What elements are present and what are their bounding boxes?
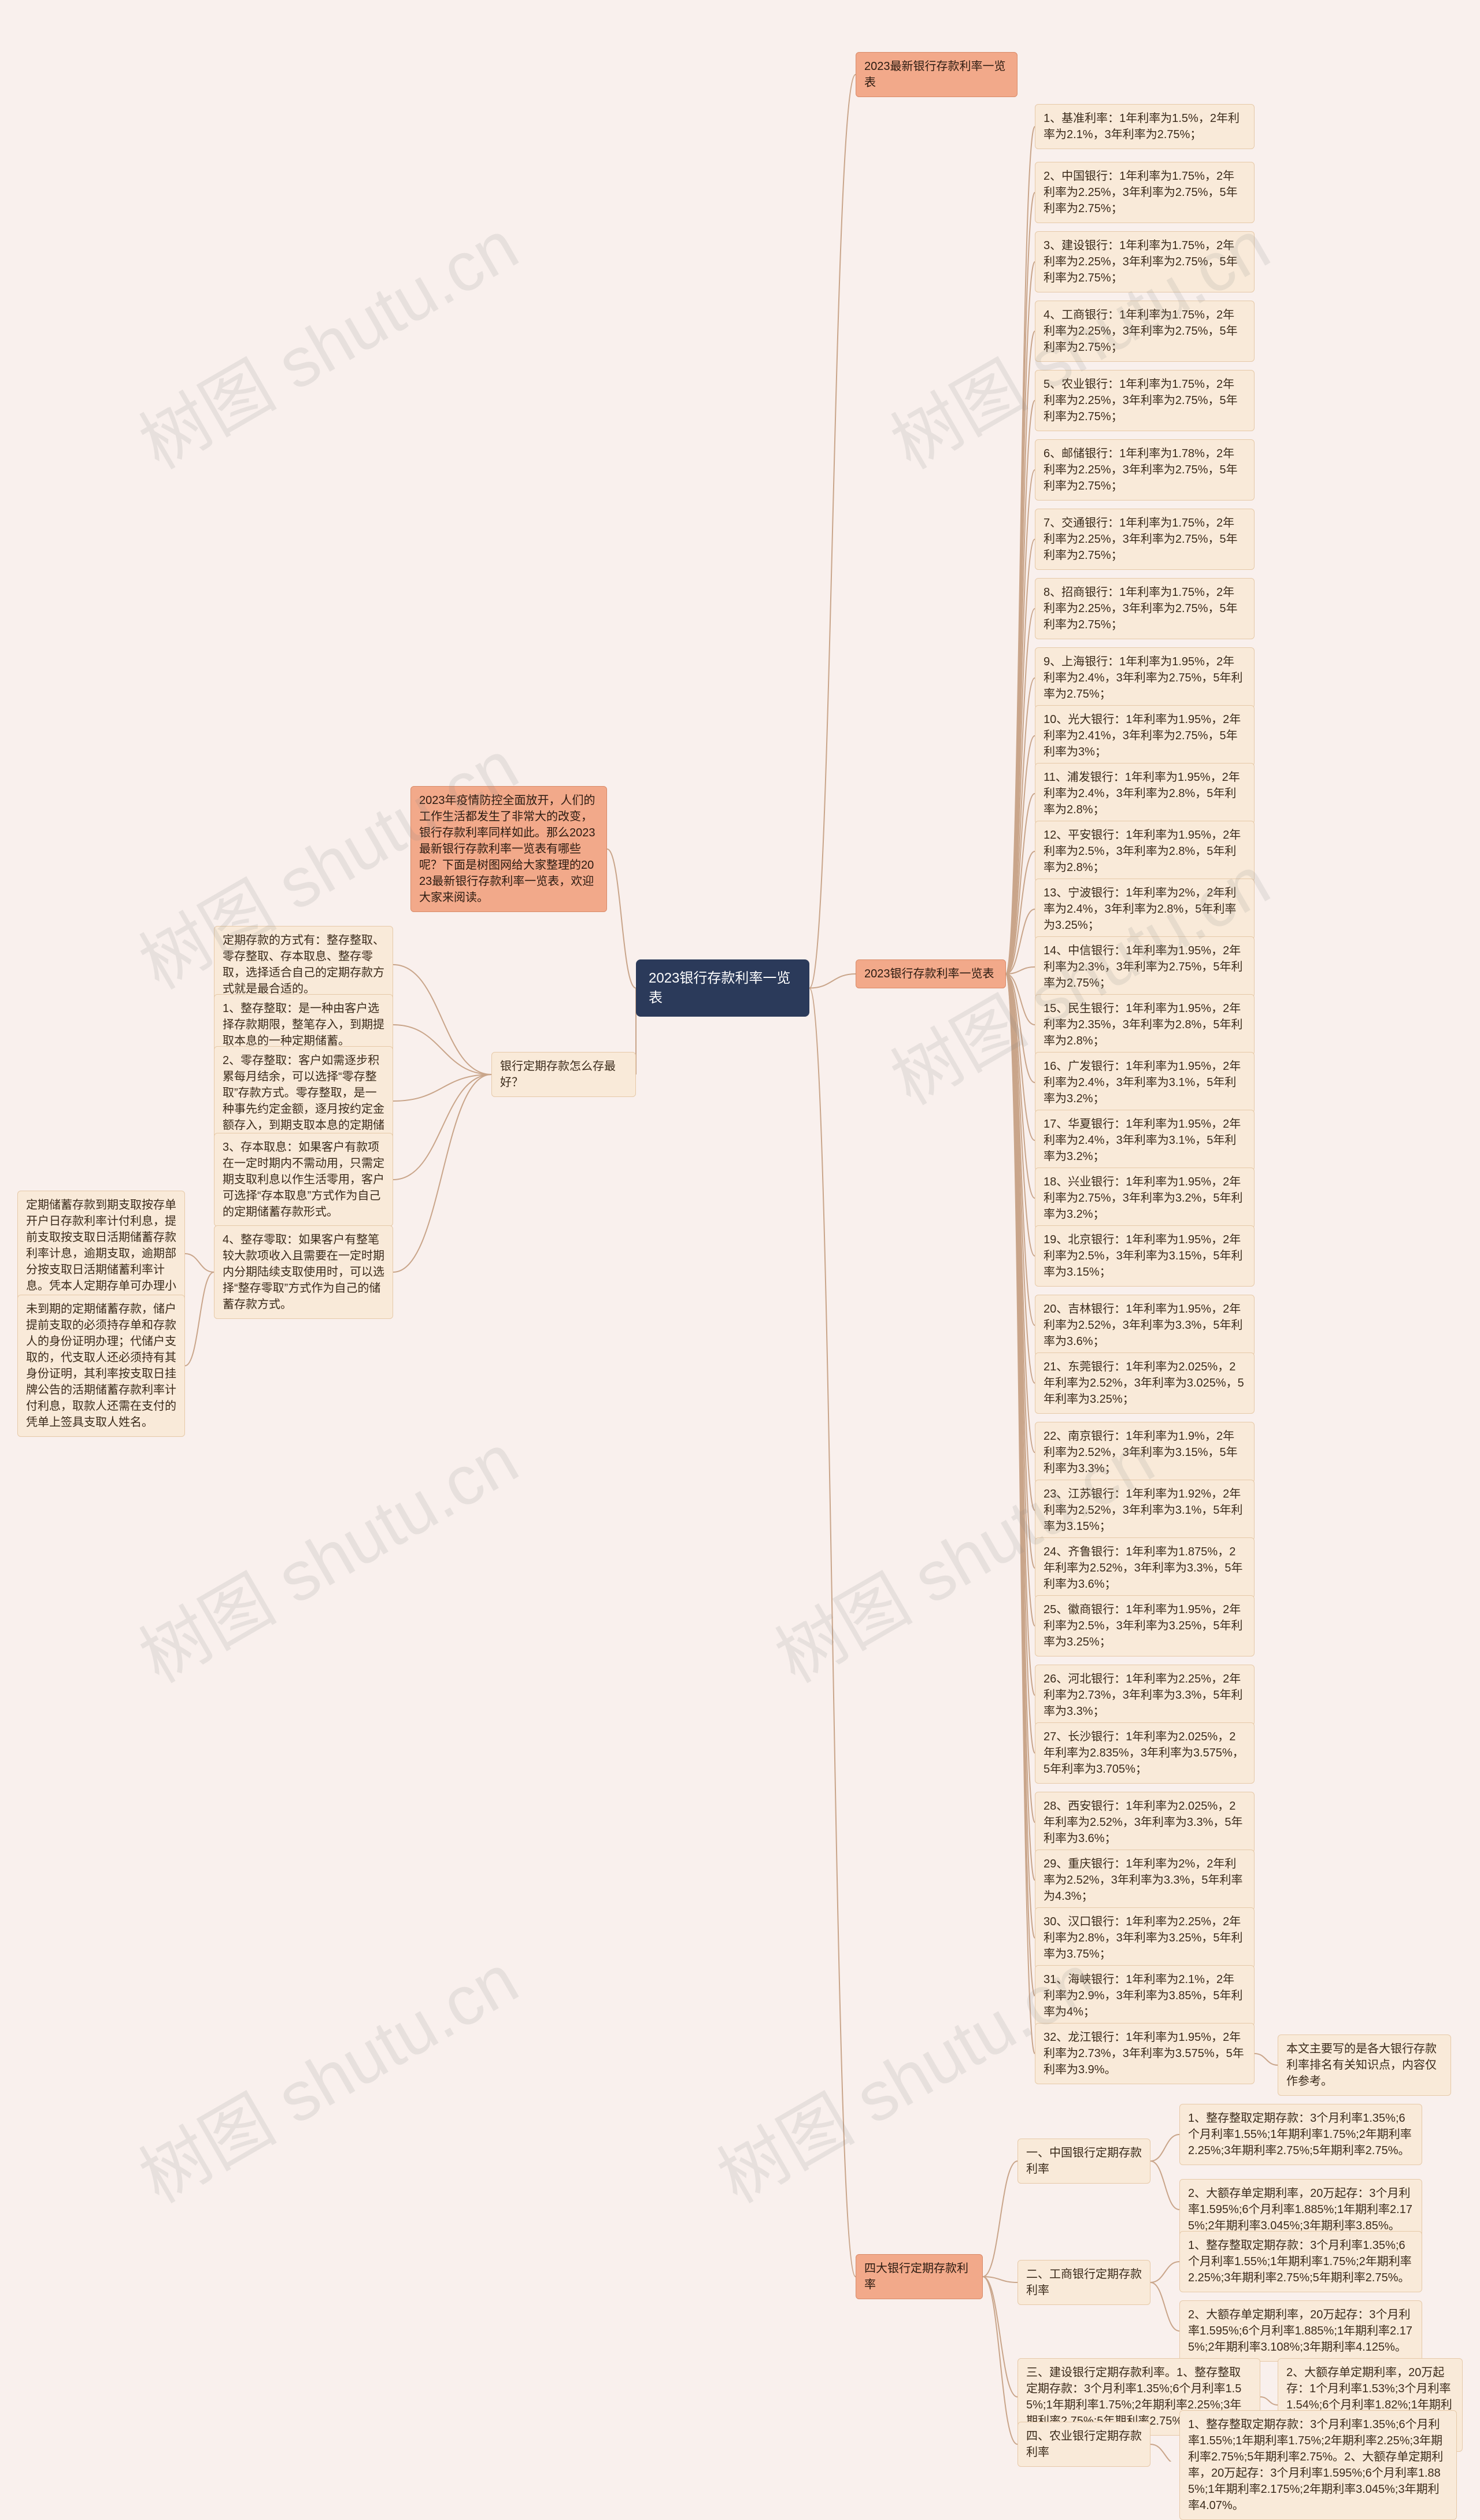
node-r32note: 本文主要写的是各大银行存款利率排名有关知识点，内容仅作参考。 bbox=[1278, 2034, 1451, 2096]
watermark: 树图 shutu.cn bbox=[119, 1925, 533, 2222]
node-r22: 22、南京银行：1年利率为1.9%，2年利率为2.52%，3年利率为3.15%，… bbox=[1035, 1422, 1255, 1483]
node-header: 2023最新银行存款利率一览表 bbox=[856, 52, 1018, 97]
node-r5: 5、农业银行：1年利率为1.75%，2年利率为2.25%，3年利率为2.75%，… bbox=[1035, 370, 1255, 431]
node-rates_label: 2023银行存款利率一览表 bbox=[856, 959, 1006, 988]
watermark: 树图 shutu.cn bbox=[119, 191, 533, 488]
node-deposit_q: 银行定期存款怎么存最好？ bbox=[491, 1052, 636, 1097]
node-dep4: 4、整存零取：如果客户有整笔较大款项收入且需要在一定时期内分期陆续支取使用时，可… bbox=[214, 1225, 393, 1319]
node-b4: 四、农业银行定期存款利率 bbox=[1018, 2422, 1150, 2467]
node-r14: 14、中信银行：1年利率为1.95%，2年利率为2.3%，3年利率为2.75%，… bbox=[1035, 936, 1255, 998]
node-r20: 20、吉林银行：1年利率为1.95%，2年利率为2.52%，3年利率为3.3%，… bbox=[1035, 1295, 1255, 1356]
node-r13: 13、宁波银行：1年利率为2%，2年利率为2.4%，3年利率为2.8%，5年利率… bbox=[1035, 879, 1255, 940]
node-r4: 4、工商银行：1年利率为1.75%，2年利率为2.25%，3年利率为2.75%，… bbox=[1035, 301, 1255, 362]
node-b1: 一、中国银行定期存款利率 bbox=[1018, 2139, 1150, 2184]
node-r25: 25、徽商银行：1年利率为1.95%，2年利率为2.5%，3年利率为3.25%，… bbox=[1035, 1595, 1255, 1656]
node-r29: 29、重庆银行：1年利率为2%，2年利率为2.52%，3年利率为3.3%，5年利… bbox=[1035, 1850, 1255, 1911]
node-big4: 四大银行定期存款利率 bbox=[856, 2254, 983, 2299]
node-r21: 21、东莞银行：1年利率为2.025%，2年利率为2.52%，3年利率为3.02… bbox=[1035, 1352, 1255, 1414]
node-r10: 10、光大银行：1年利率为1.95%，2年利率为2.41%，3年利率为2.75%… bbox=[1035, 705, 1255, 766]
node-r6: 6、邮储银行：1年利率为1.78%，2年利率为2.25%，3年利率为2.75%，… bbox=[1035, 439, 1255, 501]
node-b1a: 1、整存整取定期存款：3个月利率1.35%;6个月利率1.55%;1年期利率1.… bbox=[1179, 2104, 1422, 2165]
node-r16: 16、广发银行：1年利率为1.95%，2年利率为2.4%，3年利率为3.1%，5… bbox=[1035, 1052, 1255, 1113]
node-root: 2023银行存款利率一览表 bbox=[636, 959, 809, 1017]
watermark: 树图 shutu.cn bbox=[119, 1404, 533, 1702]
node-r12: 12、平安银行：1年利率为1.95%，2年利率为2.5%，3年利率为2.8%，5… bbox=[1035, 821, 1255, 882]
node-note2: 未到期的定期储蓄存款，储户提前支取的必须持存单和存款人的身份证明办理；代储户支取… bbox=[17, 1295, 185, 1437]
node-r30: 30、汉口银行：1年利率为2.25%，2年利率为2.8%，3年利率为3.25%，… bbox=[1035, 1907, 1255, 1969]
node-r2: 2、中国银行：1年利率为1.75%，2年利率为2.25%，3年利率为2.75%，… bbox=[1035, 162, 1255, 223]
node-r32: 32、龙江银行：1年利率为1.95%，2年利率为2.73%，3年利率为3.575… bbox=[1035, 2023, 1255, 2084]
node-r27: 27、长沙银行：1年利率为2.025%，2年利率为2.835%，3年利率为3.5… bbox=[1035, 1722, 1255, 1784]
node-b4a: 1、整存整取定期存款：3个月利率1.35%;6个月利率1.55%;1年期利率1.… bbox=[1179, 2410, 1457, 2520]
node-r1: 1、基准利率：1年利率为1.5%，2年利率为2.1%，3年利率为2.75%； bbox=[1035, 104, 1255, 149]
node-dep3: 3、存本取息：如果客户有款项在一定时期内不需动用，只需定期支取利息以作生活零用，… bbox=[214, 1133, 393, 1226]
node-r17: 17、华夏银行：1年利率为1.95%，2年利率为2.4%，3年利率为3.1%，5… bbox=[1035, 1110, 1255, 1171]
node-r19: 19、北京银行：1年利率为1.95%，2年利率为2.5%，3年利率为3.15%，… bbox=[1035, 1225, 1255, 1287]
node-r28: 28、西安银行：1年利率为2.025%，2年利率为2.52%，3年利率为3.3%… bbox=[1035, 1792, 1255, 1853]
node-r3: 3、建设银行：1年利率为1.75%，2年利率为2.25%，3年利率为2.75%，… bbox=[1035, 231, 1255, 292]
node-dep0: 定期存款的方式有：整存整取、零存整取、存本取息、整存零取，选择适合自己的定期存款… bbox=[214, 926, 393, 1003]
node-r7: 7、交通银行：1年利率为1.75%，2年利率为2.25%，3年利率为2.75%，… bbox=[1035, 509, 1255, 570]
node-r23: 23、江苏银行：1年利率为1.92%，2年利率为2.52%，3年利率为3.1%，… bbox=[1035, 1480, 1255, 1541]
node-r24: 24、齐鲁银行：1年利率为1.875%，2年利率为2.52%，3年利率为3.3%… bbox=[1035, 1537, 1255, 1599]
node-r18: 18、兴业银行：1年利率为1.95%，2年利率为2.75%，3年利率为3.2%，… bbox=[1035, 1168, 1255, 1229]
node-b2: 二、工商银行定期存款利率 bbox=[1018, 2260, 1150, 2305]
node-r9: 9、上海银行：1年利率为1.95%，2年利率为2.4%，3年利率为2.75%，5… bbox=[1035, 647, 1255, 709]
node-intro: 2023年疫情防控全面放开，人们的工作生活都发生了非常大的改变，银行存款利率同样… bbox=[410, 786, 607, 912]
node-r15: 15、民生银行：1年利率为1.95%，2年利率为2.35%，3年利率为2.8%，… bbox=[1035, 994, 1255, 1055]
node-r11: 11、浦发银行：1年利率为1.95%，2年利率为2.4%，3年利率为2.8%，5… bbox=[1035, 763, 1255, 824]
node-b2a: 1、整存整取定期存款：3个月利率1.35%;6个月利率1.55%;1年期利率1.… bbox=[1179, 2231, 1422, 2292]
node-r26: 26、河北银行：1年利率为2.25%，2年利率为2.73%，3年利率为3.3%，… bbox=[1035, 1665, 1255, 1726]
node-r31: 31、海峡银行：1年利率为2.1%，2年利率为2.9%，3年利率为3.85%，5… bbox=[1035, 1965, 1255, 2026]
node-r8: 8、招商银行：1年利率为1.75%，2年利率为2.25%，3年利率为2.75%，… bbox=[1035, 578, 1255, 639]
node-b2b: 2、大额存单定期利率，20万起存：3个月利率1.595%;6个月利率1.885%… bbox=[1179, 2300, 1422, 2362]
